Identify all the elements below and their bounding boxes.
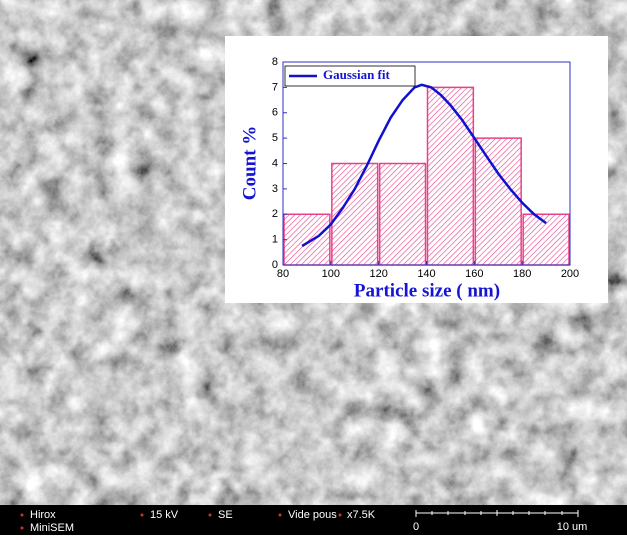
- y-tick-label: 4: [272, 157, 278, 169]
- x-tick-label: 100: [322, 268, 340, 280]
- x-tick-label: 80: [277, 268, 289, 280]
- magnification: x7.5K: [347, 509, 376, 521]
- bullet: [141, 514, 144, 517]
- x-tick-label: 160: [465, 268, 483, 280]
- voltage: 15 kV: [150, 509, 179, 521]
- bullet: [21, 527, 24, 530]
- bullet: [21, 514, 24, 517]
- bar: [284, 214, 330, 265]
- y-tick-label: 1: [272, 234, 278, 246]
- y-tick-label: 0: [272, 259, 278, 271]
- scale-end: 10 um: [557, 521, 588, 533]
- y-tick-label: 8: [272, 56, 278, 68]
- brand: Hirox: [30, 509, 56, 521]
- bullet: [339, 514, 342, 517]
- detector: SE: [218, 509, 233, 521]
- bullet: [209, 514, 212, 517]
- x-tick-label: 180: [513, 268, 531, 280]
- page: {"chart_data": {"type": "histogram", "xl…: [0, 0, 627, 535]
- scale-start: 0: [413, 521, 419, 533]
- model: MiniSEM: [30, 522, 74, 534]
- bullet: [279, 514, 282, 517]
- y-tick-label: 2: [272, 208, 278, 220]
- y-tick-label: 7: [272, 81, 278, 93]
- vacuum: Vide pous: [288, 509, 337, 521]
- y-tick-label: 6: [272, 107, 278, 119]
- bar: [428, 87, 474, 265]
- y-tick-label: 3: [272, 183, 278, 195]
- bar: [380, 164, 426, 266]
- y-tick-label: 5: [272, 132, 278, 144]
- bar: [475, 138, 521, 265]
- y-axis-title: Count %: [239, 126, 260, 200]
- x-tick-label: 120: [369, 268, 387, 280]
- sem-view: Hirox MiniSEM 15 kV SE Vide pous x7.5K 0…: [0, 0, 627, 535]
- x-tick-label: 200: [561, 268, 579, 280]
- x-tick-label: 140: [417, 268, 435, 280]
- legend-label: Gaussian fit: [323, 67, 390, 82]
- x-axis-title: Particle size ( nm): [354, 280, 500, 301]
